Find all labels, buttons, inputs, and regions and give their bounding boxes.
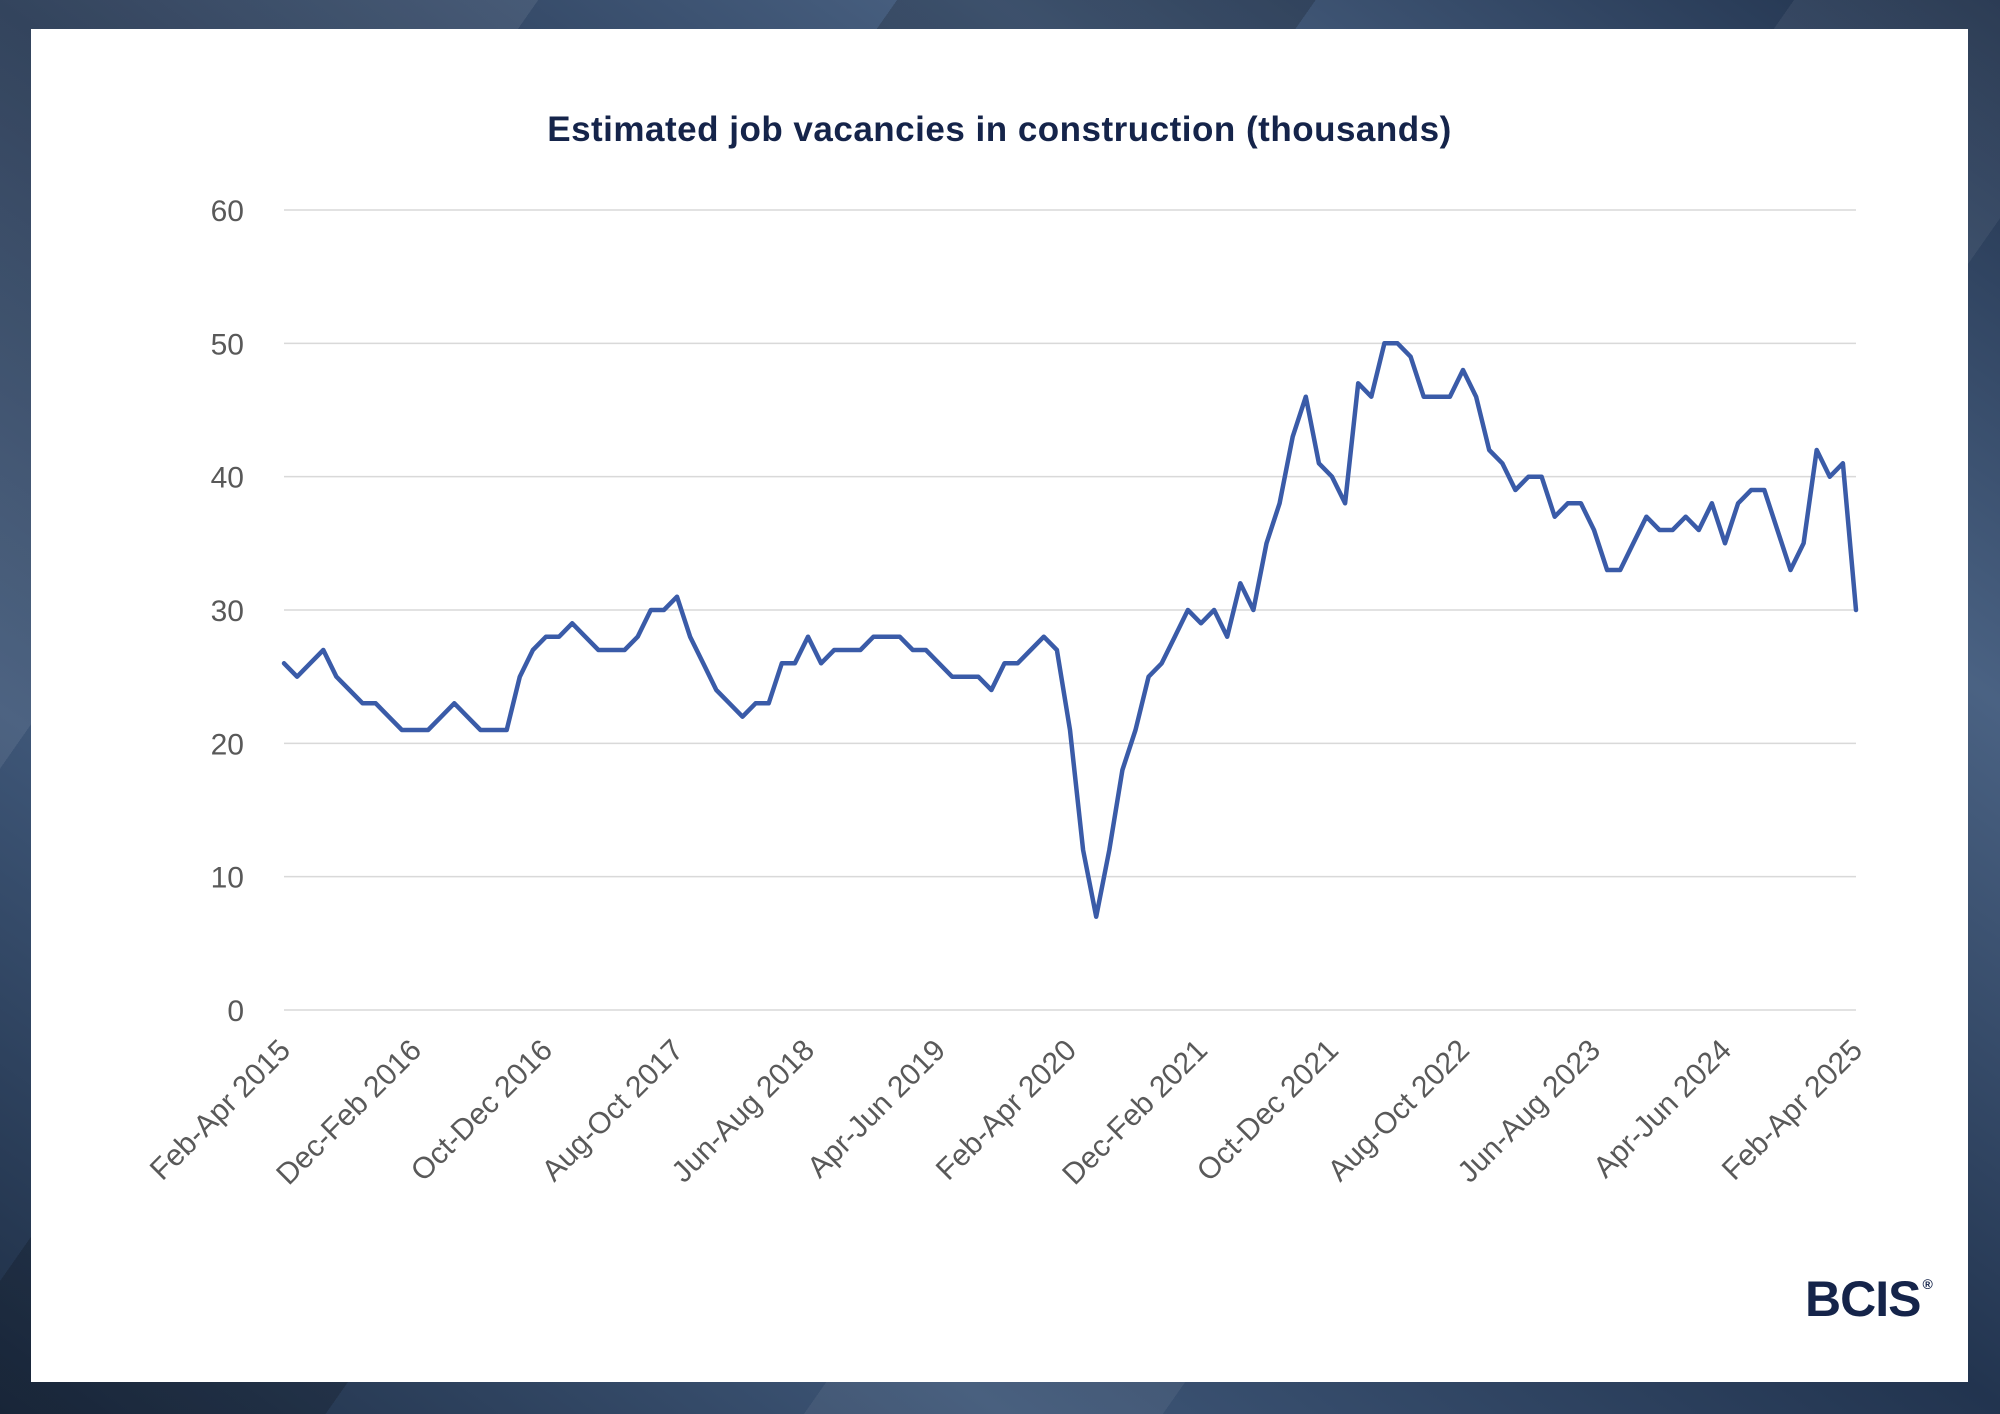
series-group <box>281 341 1859 919</box>
y-tick-label: 10 <box>211 862 244 895</box>
x-tick-label: Apr-Jun 2024 <box>1587 1034 1738 1185</box>
series-line-job-vacancies <box>281 341 1859 919</box>
y-tick-label: 20 <box>211 728 244 761</box>
y-tick-label: 0 <box>227 995 244 1028</box>
registered-mark: ® <box>1922 1276 1932 1292</box>
x-tick-label: Apr-Jun 2019 <box>801 1034 952 1185</box>
y-tick-label: 30 <box>211 595 244 628</box>
y-axis-ticks: 0 10 20 30 40 50 60 <box>211 195 244 1028</box>
bcis-logo: BCIS ® <box>1805 1270 1933 1328</box>
gridlines <box>284 209 1856 1011</box>
chart-title: Estimated job vacancies in construction … <box>547 110 1452 149</box>
y-tick-label: 60 <box>211 195 244 228</box>
chart-card <box>31 29 1968 1382</box>
x-tick-label: Feb-Apr 2025 <box>1716 1034 1869 1187</box>
y-tick-label: 50 <box>211 328 244 361</box>
logo-text: BCIS <box>1805 1271 1921 1327</box>
y-tick-label: 40 <box>211 462 244 495</box>
